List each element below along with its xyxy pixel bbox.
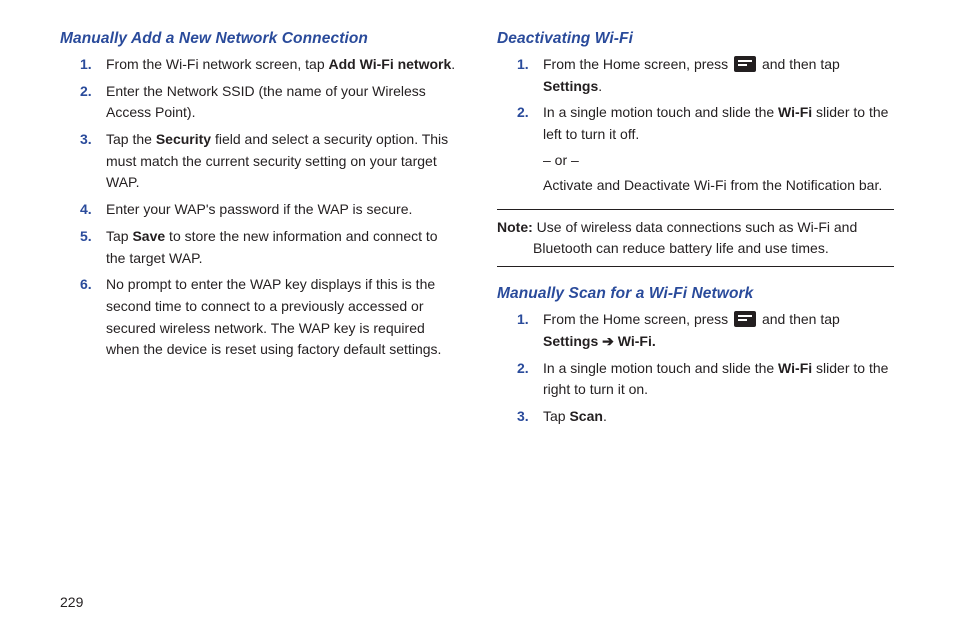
note-block: Note: Use of wireless data connections s… <box>497 209 894 267</box>
note-text: Use of wireless data connections such as… <box>533 219 857 256</box>
bold-text: Add Wi-Fi network <box>329 56 452 72</box>
text: and then tap <box>758 311 840 327</box>
text: Tap the <box>106 131 156 147</box>
page-columns: Manually Add a New Network Connection Fr… <box>60 30 894 433</box>
list-item: In a single motion touch and slide the W… <box>543 358 894 401</box>
bold-text: Scan <box>569 408 602 424</box>
text: Tap <box>106 228 132 244</box>
list-item: From the Wi-Fi network screen, tap Add W… <box>106 54 457 76</box>
text: From the Wi-Fi network screen, tap <box>106 56 329 72</box>
list-item: Enter the Network SSID (the name of your… <box>106 81 457 124</box>
text: . <box>451 56 455 72</box>
menu-icon <box>734 311 756 327</box>
bold-text: Settings <box>543 78 598 94</box>
bold-text: Wi-Fi <box>778 360 812 376</box>
text: From the Home screen, press <box>543 56 732 72</box>
note-body: Note: Use of wireless data connections s… <box>497 217 894 259</box>
text: Enter your WAP's password if the WAP is … <box>106 201 412 217</box>
heading-scan: Manually Scan for a Wi-Fi Network <box>497 285 894 303</box>
text: In a single motion touch and slide the <box>543 360 778 376</box>
left-column: Manually Add a New Network Connection Fr… <box>60 30 457 433</box>
heading-manual-add: Manually Add a New Network Connection <box>60 30 457 48</box>
bold-text: Wi-Fi. <box>614 333 656 349</box>
list-item: Tap the Security field and select a secu… <box>106 129 457 194</box>
alt-text: Activate and Deactivate Wi-Fi from the N… <box>543 175 894 197</box>
list-item: In a single motion touch and slide the W… <box>543 102 894 197</box>
text: Tap <box>543 408 569 424</box>
text: and then tap <box>758 56 840 72</box>
arrow-icon: ➔ <box>602 333 614 349</box>
bold-text: Wi-Fi <box>778 104 812 120</box>
bold-text: Security <box>156 131 211 147</box>
bold-text: Save <box>132 228 165 244</box>
menu-icon <box>734 56 756 72</box>
or-separator: – or – <box>543 150 894 172</box>
list-item: Tap Save to store the new information an… <box>106 226 457 269</box>
text: Enter the Network SSID (the name of your… <box>106 83 426 121</box>
text: . <box>603 408 607 424</box>
deactivate-steps: From the Home screen, press and then tap… <box>497 54 894 197</box>
right-column: Deactivating Wi-Fi From the Home screen,… <box>497 30 894 433</box>
scan-steps: From the Home screen, press and then tap… <box>497 309 894 427</box>
bold-text: Settings <box>543 333 602 349</box>
heading-deactivate: Deactivating Wi-Fi <box>497 30 894 48</box>
list-item: No prompt to enter the WAP key displays … <box>106 274 457 361</box>
manual-add-steps: From the Wi-Fi network screen, tap Add W… <box>60 54 457 361</box>
list-item: Enter your WAP's password if the WAP is … <box>106 199 457 221</box>
list-item: From the Home screen, press and then tap… <box>543 54 894 97</box>
list-item: From the Home screen, press and then tap… <box>543 309 894 352</box>
text: . <box>598 78 602 94</box>
text: In a single motion touch and slide the <box>543 104 778 120</box>
note-label: Note: <box>497 219 533 235</box>
list-item: Tap Scan. <box>543 406 894 428</box>
text: No prompt to enter the WAP key displays … <box>106 276 441 357</box>
page-number: 229 <box>60 594 83 610</box>
text: From the Home screen, press <box>543 311 732 327</box>
